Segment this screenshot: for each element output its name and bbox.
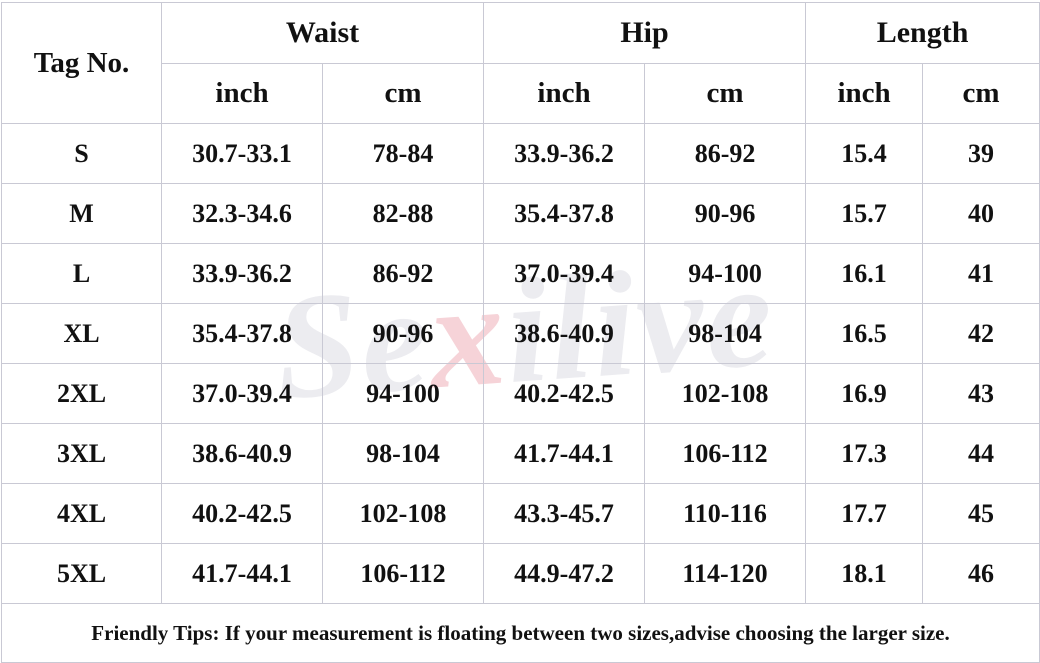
length-inch-cell: 16.9 [805, 363, 924, 424]
length-inch-cell: 15.7 [805, 183, 924, 244]
hip-inch-cell: 44.9-47.2 [483, 543, 646, 604]
hip-inch-header: inch [483, 63, 646, 124]
waist-inch-cell: 33.9-36.2 [161, 243, 323, 304]
length-header: Length [805, 2, 1040, 64]
length-inch-cell: 16.1 [805, 243, 924, 304]
waist-inch-cell: 40.2-42.5 [161, 483, 323, 544]
waist-inch-header: inch [161, 63, 323, 124]
length-inch-cell: 15.4 [805, 123, 924, 184]
friendly-tips: Friendly Tips: If your measurement is fl… [0, 603, 1040, 663]
length-cm-cell: 46 [922, 543, 1040, 604]
waist-cm-cell: 102-108 [321, 483, 485, 544]
hip-inch-cell: 33.9-36.2 [483, 123, 646, 184]
tag-cell: 5XL [1, 543, 162, 604]
waist-inch-cell: 41.7-44.1 [161, 543, 323, 604]
length-cm-header: cm [922, 63, 1040, 124]
hip-cm-cell: 86-92 [644, 123, 807, 184]
tag-cell: M [1, 183, 162, 244]
table-row: L 33.9-36.2 86-92 37.0-39.4 94-100 16.1 41 [1, 243, 1040, 304]
length-cm-cell: 42 [922, 303, 1040, 364]
waist-cm-cell: 94-100 [321, 363, 485, 424]
table-row: 2XL 37.0-39.4 94-100 40.2-42.5 102-108 16.9 43 [1, 363, 1040, 424]
waist-inch-cell: 35.4-37.8 [161, 303, 323, 364]
hip-cm-cell: 114-120 [644, 543, 807, 604]
hip-cm-cell: 110-116 [644, 483, 807, 544]
hip-cm-header: cm [644, 63, 807, 124]
length-inch-cell: 17.3 [805, 423, 924, 484]
waist-inch-cell: 38.6-40.9 [161, 423, 323, 484]
tag-cell: XL [1, 303, 162, 364]
tag-cell: 3XL [1, 423, 162, 484]
waist-cm-header: cm [321, 63, 485, 124]
hip-cm-cell: 94-100 [644, 243, 807, 304]
hip-inch-cell: 43.3-45.7 [483, 483, 646, 544]
length-inch-cell: 16.5 [805, 303, 924, 364]
length-cm-cell: 41 [922, 243, 1040, 304]
length-cm-cell: 40 [922, 183, 1040, 244]
hip-inch-cell: 37.0-39.4 [483, 243, 646, 304]
table-row: S 30.7-33.1 78-84 33.9-36.2 86-92 15.4 39 [1, 123, 1040, 184]
waist-cm-cell: 82-88 [321, 183, 485, 244]
length-cm-cell: 45 [922, 483, 1040, 544]
table-row: 3XL 38.6-40.9 98-104 41.7-44.1 106-112 17.3 44 [1, 423, 1040, 484]
waist-inch-cell: 32.3-34.6 [161, 183, 323, 244]
tag-header: Tag No. [1, 2, 162, 124]
length-cm-cell: 39 [922, 123, 1040, 184]
hip-cm-cell: 98-104 [644, 303, 807, 364]
waist-cm-cell: 106-112 [321, 543, 485, 604]
table-row: XL 35.4-37.8 90-96 38.6-40.9 98-104 16.5 42 [1, 303, 1040, 364]
tag-cell: S [1, 123, 162, 184]
length-inch-header: inch [805, 63, 924, 124]
length-cm-cell: 44 [922, 423, 1040, 484]
tips-row: Friendly Tips: If your measurement is fl… [0, 603, 1040, 663]
waist-header: Waist [160, 2, 485, 64]
hip-inch-cell: 38.6-40.9 [483, 303, 646, 364]
length-cm-cell: 43 [922, 363, 1040, 424]
tag-cell: 2XL [1, 363, 162, 424]
table-row: M 32.3-34.6 82-88 35.4-37.8 90-96 15.7 40 [1, 183, 1040, 244]
tag-cell: L [1, 243, 162, 304]
length-inch-cell: 18.1 [805, 543, 924, 604]
waist-cm-cell: 90-96 [321, 303, 485, 364]
group-header-row: Tag No. Waist Hip Length [1, 2, 1040, 124]
waist-inch-cell: 37.0-39.4 [161, 363, 323, 424]
hip-cm-cell: 90-96 [644, 183, 807, 244]
table-row: 5XL 41.7-44.1 106-112 44.9-47.2 114-120 18.1 4… [1, 543, 1040, 604]
waist-cm-cell: 78-84 [321, 123, 485, 184]
hip-cm-cell: 102-108 [644, 363, 807, 424]
hip-inch-cell: 40.2-42.5 [483, 363, 646, 424]
hip-inch-cell: 35.4-37.8 [483, 183, 646, 244]
tag-cell: 4XL [1, 483, 162, 544]
waist-cm-cell: 86-92 [321, 243, 485, 304]
waist-cm-cell: 98-104 [321, 423, 485, 484]
hip-cm-cell: 106-112 [644, 423, 807, 484]
size-rows: S 30.7-33.1 78-84 33.9-36.2 86-92 15.4 39 M 32.3… [1, 123, 1040, 604]
waist-inch-cell: 30.7-33.1 [161, 123, 323, 184]
table-row: 4XL 40.2-42.5 102-108 43.3-45.7 110-116 17.7 4… [1, 483, 1040, 544]
hip-inch-cell: 41.7-44.1 [483, 423, 646, 484]
length-inch-cell: 17.7 [805, 483, 924, 544]
hip-header: Hip [483, 2, 807, 64]
